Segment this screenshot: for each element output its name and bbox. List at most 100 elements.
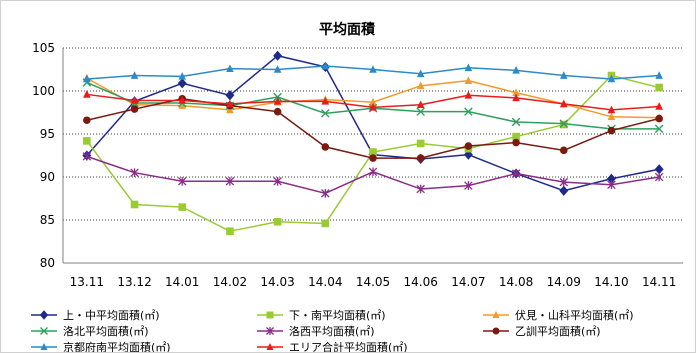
- data-point: [178, 72, 187, 80]
- data-point: [273, 107, 282, 116]
- data-point: [464, 107, 473, 116]
- data-point: [511, 169, 521, 178]
- legend-item: 上・中平均面積(㎡): [31, 308, 160, 322]
- data-point: [83, 90, 91, 98]
- data-point: [178, 101, 187, 109]
- data-point: [607, 126, 616, 135]
- data-point: [492, 327, 500, 335]
- x-tick-label: 14.01: [165, 275, 199, 289]
- legend-label: エリア合計平均面積(㎡): [289, 340, 408, 352]
- legend-item: 乙訓平均面積(㎡): [483, 324, 601, 338]
- data-point: [369, 97, 377, 106]
- data-point: [321, 97, 330, 105]
- data-point: [512, 93, 520, 102]
- data-point: [130, 105, 139, 113]
- data-point: [266, 311, 274, 319]
- data-point: [559, 99, 568, 108]
- data-point: [321, 61, 330, 70]
- data-point: [607, 112, 616, 121]
- legend-label: 上・中平均面積(㎡): [63, 308, 160, 322]
- data-point: [369, 148, 377, 156]
- data-point: [321, 189, 330, 198]
- data-point: [369, 103, 377, 111]
- data-point: [464, 142, 473, 150]
- data-point: [512, 88, 520, 97]
- data-point: [655, 83, 663, 92]
- x-tick-label: 14.09: [547, 275, 581, 289]
- legend-label: 洛西平均面積(㎡): [289, 324, 375, 338]
- x-tick-label: 14.03: [260, 275, 294, 289]
- x-tick-label: 14.05: [356, 275, 390, 289]
- x-tick-label: 13.11: [70, 275, 104, 289]
- data-point: [368, 167, 378, 177]
- x-tick-label: 14.07: [451, 275, 485, 289]
- data-point: [273, 97, 282, 105]
- legend-label: 下・南平均面積(㎡): [289, 308, 386, 322]
- data-point: [321, 219, 330, 228]
- data-point: [226, 64, 234, 72]
- series-line: [86, 77, 660, 119]
- data-point: [559, 146, 568, 155]
- data-point: [654, 172, 664, 182]
- legend-item: 伏見・山科平均面積(㎡): [483, 308, 634, 322]
- y-tick-label: 80: [40, 256, 55, 270]
- data-point: [130, 71, 139, 79]
- x-tick-label: 14.10: [594, 275, 628, 289]
- series-2: [83, 71, 663, 235]
- data-point: [464, 91, 473, 99]
- legend: 上・中平均面積(㎡) 下・南平均面積(㎡) 伏見・山科平均面積(㎡) 洛北平均面積(㎡…: [31, 308, 634, 352]
- data-point: [416, 139, 425, 148]
- x-tick-label: 14.11: [642, 275, 676, 289]
- data-point: [369, 65, 377, 73]
- data-point: [416, 81, 425, 90]
- data-point: [559, 185, 569, 196]
- data-point: [82, 152, 92, 161]
- data-point: [273, 92, 282, 102]
- data-point: [130, 200, 139, 209]
- data-point: [655, 102, 663, 110]
- data-point: [511, 117, 521, 127]
- y-tick-label: 105: [32, 41, 55, 55]
- legend-label: 伏見・山科平均面積(㎡): [515, 308, 634, 322]
- legend-item: 洛西平均面積(㎡): [257, 324, 375, 338]
- data-point: [83, 74, 91, 83]
- data-point: [178, 96, 187, 104]
- data-point: [607, 105, 616, 114]
- data-point: [607, 74, 616, 83]
- data-point: [654, 164, 664, 175]
- data-point: [654, 124, 664, 134]
- data-point: [226, 99, 234, 108]
- series-5: [82, 152, 664, 198]
- legend-label: 乙訓平均面積(㎡): [515, 324, 601, 338]
- data-point: [321, 143, 330, 151]
- data-point: [369, 154, 377, 162]
- axis-layer: 80 85 90 95 100 105 13.11 13.12 14.01 14.02 14.03 1…: [32, 41, 683, 289]
- data-point: [559, 119, 569, 128]
- data-point: [273, 217, 282, 226]
- y-tick-label: 100: [32, 84, 55, 98]
- data-point: [225, 177, 235, 186]
- data-point: [655, 71, 663, 79]
- legend-item: 京都府南平均面積(㎡): [31, 340, 171, 352]
- data-point: [464, 76, 473, 84]
- grid-layer: [63, 47, 683, 221]
- data-point: [655, 114, 663, 123]
- data-point: [416, 69, 425, 78]
- data-point: [492, 311, 500, 318]
- data-point: [40, 327, 48, 335]
- x-tick-label: 14.02: [213, 275, 247, 289]
- y-tick-label: 95: [40, 127, 55, 141]
- x-tick-label: 14.04: [308, 275, 342, 289]
- data-point: [512, 132, 520, 141]
- data-point: [512, 138, 520, 147]
- x-tick-label: 13.12: [117, 275, 151, 289]
- series-7: [83, 61, 663, 83]
- data-point: [463, 149, 473, 160]
- data-point: [266, 327, 274, 335]
- x-tick-label: 14.08: [499, 275, 533, 289]
- data-point: [273, 50, 283, 61]
- data-point: [559, 71, 568, 79]
- data-point: [273, 65, 282, 73]
